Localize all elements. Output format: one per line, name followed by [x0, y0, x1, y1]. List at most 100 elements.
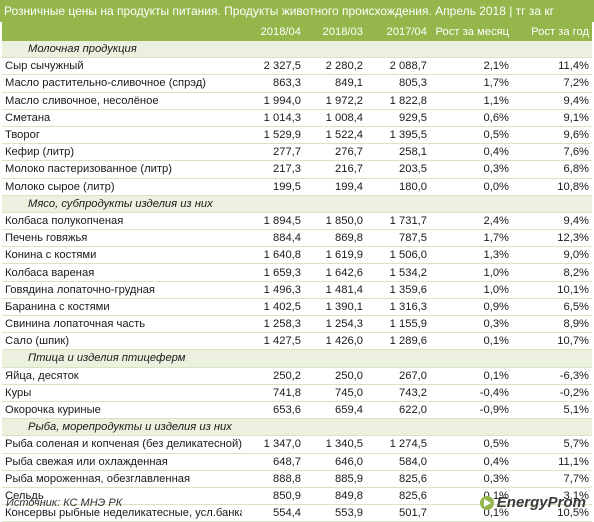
product-name-cell: Говядина лопаточно-грудная — [2, 281, 242, 299]
value-cell: 805,3 — [366, 74, 430, 93]
value-cell: 2,1% — [430, 57, 512, 76]
table-row: Молоко пастеризованное (литр) 217,3 216,7 2… — [2, 160, 592, 179]
value-cell: 745,0 — [304, 384, 366, 402]
value-cell: 11,1% — [512, 453, 592, 471]
value-cell: 863,3 — [242, 74, 304, 93]
value-cell: 1 359,6 — [366, 281, 430, 299]
product-name-cell: Сало (шпик) — [2, 332, 242, 351]
value-cell: 884,4 — [242, 229, 304, 248]
value-cell: 1,3% — [430, 246, 512, 265]
logo-text: EnergyProm — [496, 494, 586, 511]
product-name-cell: Окорочка куриные — [2, 401, 242, 420]
value-cell: 0,3% — [430, 160, 512, 179]
value-cell: 267,0 — [366, 367, 430, 385]
product-name-cell: Сельдь — [2, 487, 242, 506]
product-name-cell: Куры — [2, 384, 242, 402]
value-cell: 1 316,3 — [366, 298, 430, 317]
value-cell: 741,8 — [242, 384, 304, 402]
value-cell: 10,1% — [512, 281, 592, 299]
product-name-cell: Яйца, десяток — [2, 367, 242, 385]
value-cell: 2,4% — [430, 212, 512, 231]
value-cell: 3,1% — [512, 487, 592, 506]
value-cell: 250,2 — [242, 367, 304, 385]
value-cell: 5,7% — [512, 435, 592, 454]
product-name-cell: Сыр сычужный — [2, 57, 242, 76]
value-cell: -6,3% — [512, 367, 592, 385]
table-row: Яйца, десяток 250,2 250,0 267,0 0,1% -6,3% — [2, 367, 592, 385]
value-cell: 0,1% — [430, 367, 512, 385]
value-cell: 1 640,8 — [242, 246, 304, 265]
category-label: Рыба, морепродукты и изделия из них — [2, 418, 592, 437]
value-cell: 0,0% — [430, 178, 512, 196]
value-cell: 1 426,0 — [304, 332, 366, 351]
value-cell: 849,8 — [304, 487, 366, 506]
product-name-cell: Сметана — [2, 109, 242, 127]
table-row: Кефир (литр) 277,7 276,7 258,1 0,4% 7,6% — [2, 143, 592, 162]
value-cell: 659,4 — [304, 401, 366, 420]
column-header: Рост за год — [512, 22, 592, 41]
category-label: Молочная продукция — [2, 41, 592, 59]
product-name-cell: Баранина с костями — [2, 298, 242, 317]
table-row: Сыр сычужный 2 327,5 2 280,2 2 088,7 2,1% 11,… — [2, 57, 592, 76]
value-cell: 10,7% — [512, 332, 592, 351]
value-cell: 5,1% — [512, 401, 592, 420]
value-cell: 1 496,3 — [242, 281, 304, 299]
value-cell: 850,9 — [242, 487, 304, 506]
product-name-cell: Масло растительно-сливочное (спрэд) — [2, 74, 242, 93]
value-cell: 1 506,0 — [366, 246, 430, 265]
value-cell: 277,7 — [242, 143, 304, 162]
table-row: Рыба свежая или охлажденная 648,7 646,0 584… — [2, 453, 592, 471]
value-cell: 849,1 — [304, 74, 366, 93]
category-label: Мясо, субпродукты изделия из них — [2, 195, 592, 213]
table-row: Печень говяжья 884,4 869,8 787,5 1,7% 12,3% — [2, 229, 592, 248]
table-title: Розничные цены на продукты питания. Прод… — [0, 0, 594, 22]
table-row: Окорочка куриные 653,6 659,4 622,0 -0,9% 5,1% — [2, 401, 592, 420]
table-row: Конина с костями 1 640,8 1 619,9 1 506,0 1,3… — [2, 246, 592, 265]
value-cell: 0,5% — [430, 126, 512, 145]
category-label: Птица и изделия птицеферм — [2, 349, 592, 368]
logo-icon — [479, 495, 494, 510]
value-cell: 743,2 — [366, 384, 430, 402]
value-cell: -0,4% — [430, 384, 512, 402]
table-row: Колбаса вареная 1 659,3 1 642,6 1 534,2 1,0%… — [2, 263, 592, 282]
value-cell: 1,1% — [430, 92, 512, 110]
value-cell: 1 894,5 — [242, 212, 304, 231]
value-cell: 1 258,3 — [242, 315, 304, 334]
value-cell: 180,0 — [366, 178, 430, 196]
value-cell: -0,9% — [430, 401, 512, 420]
value-cell: 1,0% — [430, 263, 512, 282]
value-cell: 1 534,2 — [366, 263, 430, 282]
value-cell: 1 427,5 — [242, 332, 304, 351]
column-header: Рост за месяц — [430, 22, 512, 41]
value-cell: 0,6% — [430, 109, 512, 127]
column-header: 2017/04 — [366, 22, 430, 41]
table-row: Сало (шпик) 1 427,5 1 426,0 1 289,6 0,1% 10,7… — [2, 332, 592, 351]
value-cell: 10,8% — [512, 178, 592, 196]
value-cell: 1 289,6 — [366, 332, 430, 351]
value-cell: 2 327,5 — [242, 57, 304, 76]
value-cell: 1 850,0 — [304, 212, 366, 231]
value-cell: 7,2% — [512, 74, 592, 93]
value-cell: 1 481,4 — [304, 281, 366, 299]
value-cell: 929,5 — [366, 109, 430, 127]
value-cell: 250,0 — [304, 367, 366, 385]
value-cell: 825,6 — [366, 470, 430, 488]
value-cell: 1 731,7 — [366, 212, 430, 231]
value-cell: 1 402,5 — [242, 298, 304, 317]
value-cell: 0,4% — [430, 453, 512, 471]
value-cell: 1 014,3 — [242, 109, 304, 127]
product-name-cell: Конина с костями — [2, 246, 242, 265]
value-cell: 276,7 — [304, 143, 366, 162]
column-header: 2018/03 — [304, 22, 366, 41]
value-cell: 203,5 — [366, 160, 430, 179]
value-cell: 888,8 — [242, 470, 304, 488]
source-note: Источник: КС МНЭ РК — [6, 497, 123, 509]
value-cell: 584,0 — [366, 453, 430, 471]
value-cell: 217,3 — [242, 160, 304, 179]
value-cell: 1 822,8 — [366, 92, 430, 110]
category-row: Мясо, субпродукты изделия из них — [2, 195, 592, 213]
value-cell: 9,6% — [512, 126, 592, 145]
value-cell: 2 280,2 — [304, 57, 366, 76]
value-cell: 1 522,4 — [304, 126, 366, 145]
value-cell: 199,4 — [304, 178, 366, 196]
